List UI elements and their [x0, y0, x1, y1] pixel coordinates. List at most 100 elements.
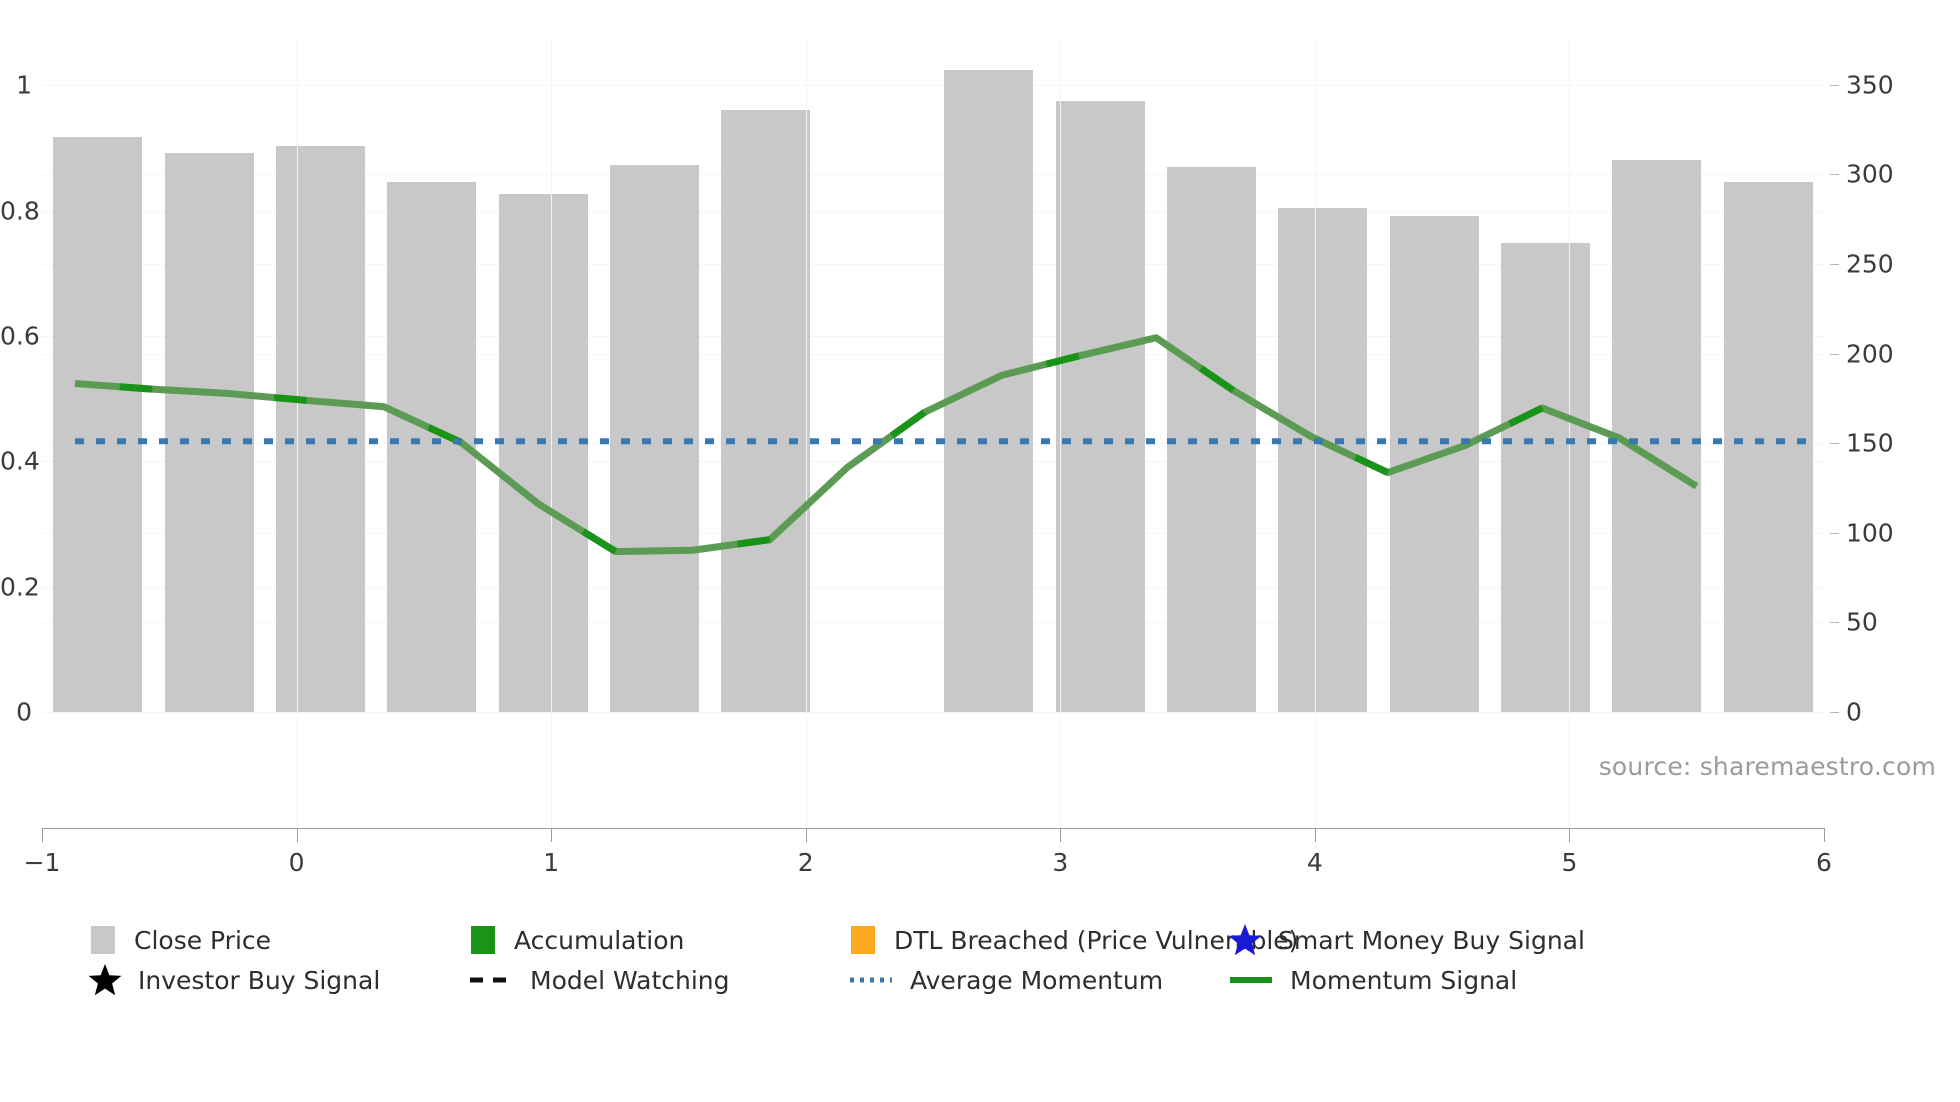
legend-label: Close Price [134, 925, 272, 955]
y-axis-right-tick-mark [1830, 174, 1839, 176]
accumulation-segment [1045, 352, 1080, 368]
y-axis-right-tick-label: 350 [1846, 70, 1894, 100]
y-axis-left-tick-label: 0 [16, 697, 32, 727]
legend-label: Accumulation [514, 925, 685, 955]
x-axis-tick-label: 5 [1561, 848, 1578, 877]
legend-star-icon [1228, 924, 1262, 956]
bar-close-price [1055, 100, 1145, 712]
y-axis-right-tick-mark [1830, 532, 1839, 534]
gridline-right [42, 84, 1824, 86]
legend-item-accumulation[interactable]: Accumulation [468, 920, 684, 960]
x-axis-tick-mark [1314, 828, 1316, 842]
x-axis-tick-label: 3 [1052, 848, 1069, 877]
bar-close-price [1612, 160, 1702, 712]
legend-item-smart-money-buy-signal[interactable]: Smart Money Buy Signal [1228, 920, 1585, 960]
legend-solid-line-icon [1230, 977, 1272, 983]
legend-item-dtl-breached[interactable]: DTL Breached (Price Vulnerable) [848, 920, 1298, 960]
gridline-vertical [1569, 40, 1571, 828]
x-axis-line [42, 828, 1824, 829]
momentum-signal-line [74, 334, 1699, 556]
gridline-left [42, 586, 1824, 588]
legend-item-investor-buy-signal[interactable]: Investor Buy Signal [88, 960, 380, 1000]
bar-close-price [53, 136, 143, 712]
bar-close-price [1501, 242, 1591, 712]
bar-close-price [164, 152, 254, 712]
plot-area [42, 40, 1824, 828]
plot-inner [42, 40, 1824, 828]
gridline-right [42, 443, 1824, 445]
accumulation-segment [273, 394, 307, 404]
legend-square-icon [91, 926, 115, 954]
y-axis-right-tick-mark [1830, 353, 1839, 355]
y-axis-right-tick-mark [1830, 264, 1839, 265]
legend-label: Smart Money Buy Signal [1278, 925, 1585, 955]
y-axis-left-tick-label: 0.4 [0, 446, 40, 476]
gridline-vertical [1314, 40, 1316, 828]
y-axis-right-tick-mark [1830, 712, 1839, 713]
bar-close-price [275, 145, 365, 712]
bar-close-price [944, 70, 1034, 712]
y-axis-right-tick-label: 50 [1846, 607, 1878, 637]
source-note: source: sharemaestro.com [1598, 752, 1936, 781]
gridline-vertical [296, 40, 298, 828]
y-axis-right-tick-mark [1830, 84, 1839, 86]
legend-dotted-line-icon [850, 977, 892, 983]
gridline-vertical [1060, 40, 1062, 828]
gridline-vertical [805, 40, 807, 828]
y-axis-right-tick-label: 0 [1846, 697, 1862, 727]
x-axis-tick-label: 2 [797, 848, 814, 877]
accumulation-segment [581, 528, 618, 555]
y-axis-left-tick-label: 0.6 [0, 321, 40, 351]
x-axis-tick-mark [1060, 828, 1062, 842]
legend-item-model-watching[interactable]: Model Watching [468, 960, 730, 1000]
x-axis-tick-mark [296, 828, 298, 842]
y-axis-right-tick-mark [1830, 443, 1839, 445]
gridline-right [42, 174, 1824, 176]
legend-item-average-momentum[interactable]: Average Momentum [848, 960, 1163, 1000]
x-axis-tick-mark [42, 828, 43, 842]
x-axis-tick-label: 6 [1816, 848, 1832, 877]
x-axis-tick-mark [1824, 828, 1825, 842]
gridline-vertical [551, 40, 553, 828]
legend-square-icon [471, 926, 495, 954]
y-axis-left-tick-label: 0.8 [0, 196, 40, 225]
y-axis-right-tick-label: 250 [1846, 249, 1894, 279]
gridline-right [42, 622, 1824, 624]
legend-label: DTL Breached (Price Vulnerable) [894, 925, 1299, 955]
accumulation-segment [1353, 454, 1390, 476]
legend-star-icon [88, 964, 122, 996]
y-axis-right-tick-label: 150 [1846, 428, 1894, 458]
y-axis-right-tick-label: 200 [1846, 339, 1894, 369]
bar-close-price [1723, 181, 1813, 712]
gridline-left [42, 335, 1824, 337]
x-axis-tick-label: 1 [543, 848, 560, 877]
gridline-left [42, 461, 1824, 463]
gridline-left [42, 210, 1824, 212]
legend-item-momentum-signal[interactable]: Momentum Signal [1228, 960, 1517, 1000]
y-axis-right-tick-mark [1830, 622, 1839, 624]
series-overlay [74, 334, 1808, 556]
y-axis-right-tick-label: 100 [1846, 518, 1894, 548]
accumulation-segment [1508, 404, 1544, 427]
legend-label: Average Momentum [910, 965, 1164, 995]
y-axis-right-tick-label: 300 [1846, 159, 1894, 189]
x-axis-tick-label: −1 [23, 848, 61, 877]
gridline-right [42, 712, 1824, 713]
legend-label: Momentum Signal [1290, 965, 1518, 995]
legend-square-icon [851, 926, 875, 954]
x-axis-tick-mark [551, 828, 553, 842]
gridline-right [42, 353, 1824, 355]
gridline-right [42, 264, 1824, 265]
legend-row-top: Close Price Accumulation DTL Breached (Pri… [0, 920, 1960, 960]
legend-label: Investor Buy Signal [138, 965, 381, 995]
legend-dashed-line-icon [470, 977, 512, 983]
accumulation-segment [737, 536, 771, 548]
x-axis-tick-mark [805, 828, 807, 842]
accumulation-segment [119, 383, 153, 393]
x-axis-tick-mark [1569, 828, 1571, 842]
legend-item-close-price[interactable]: Close Price [88, 920, 271, 960]
x-axis-tick-label: 0 [288, 848, 305, 877]
bar-close-price [1278, 208, 1368, 712]
y-axis-left-tick-label: 1 [16, 70, 32, 100]
